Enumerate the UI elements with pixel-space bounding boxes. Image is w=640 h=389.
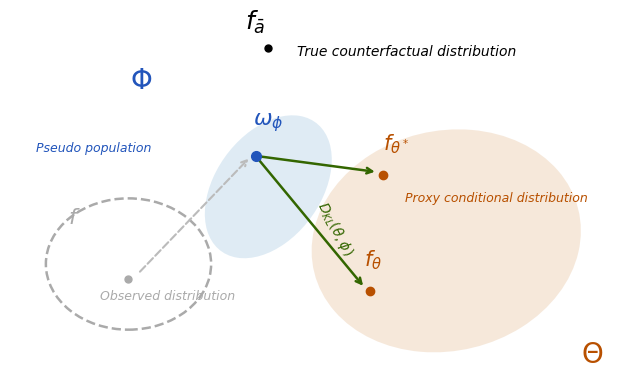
Text: $\omega_{\phi}$: $\omega_{\phi}$ bbox=[253, 112, 284, 135]
Text: $f_{\theta}$: $f_{\theta}$ bbox=[364, 248, 381, 272]
Text: $D_{KL}(\theta, \phi)$: $D_{KL}(\theta, \phi)$ bbox=[313, 199, 356, 259]
Text: $f$: $f$ bbox=[68, 208, 81, 228]
Text: $f_{\bar{a}}$: $f_{\bar{a}}$ bbox=[245, 9, 266, 36]
Ellipse shape bbox=[205, 115, 332, 258]
Text: $\Theta$: $\Theta$ bbox=[581, 341, 604, 369]
Text: $f_{\theta^*}$: $f_{\theta^*}$ bbox=[383, 133, 409, 156]
Text: True counterfactual distribution: True counterfactual distribution bbox=[297, 45, 516, 59]
Text: Pseudo population: Pseudo population bbox=[36, 142, 152, 155]
Ellipse shape bbox=[312, 130, 581, 352]
Text: Proxy conditional distribution: Proxy conditional distribution bbox=[405, 192, 588, 205]
Text: Observed distribution: Observed distribution bbox=[100, 290, 235, 303]
Text: $\Phi$: $\Phi$ bbox=[130, 67, 152, 95]
